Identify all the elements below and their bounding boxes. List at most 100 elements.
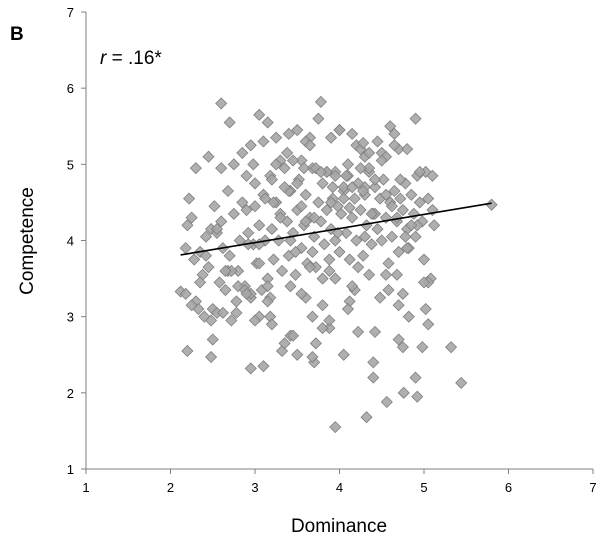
- data-point: [225, 314, 238, 327]
- data-point: [335, 207, 348, 220]
- data-point: [216, 306, 229, 319]
- data-point: [367, 371, 380, 384]
- y-tick-label: 3: [67, 310, 74, 325]
- data-point: [346, 181, 359, 194]
- data-point: [308, 211, 321, 224]
- data-point: [394, 173, 407, 186]
- x-tick-label: 7: [589, 480, 596, 495]
- data-point: [365, 238, 378, 251]
- data-point: [188, 253, 201, 266]
- correlation-annotation: r = .16*: [100, 48, 162, 69]
- data-point: [329, 169, 342, 182]
- data-point: [382, 257, 395, 270]
- data-point: [368, 325, 382, 338]
- data-point: [248, 177, 262, 190]
- data-point: [326, 181, 339, 194]
- data-point: [318, 238, 331, 251]
- data-point: [368, 173, 382, 186]
- data-point: [409, 230, 422, 243]
- data-point: [363, 146, 376, 159]
- x-tick-label: 5: [420, 480, 427, 495]
- data-point: [323, 264, 336, 278]
- data-point: [375, 234, 388, 247]
- data-point: [265, 318, 278, 331]
- data-point: [375, 154, 388, 167]
- data-point: [385, 200, 398, 213]
- data-point: [259, 192, 272, 205]
- data-point: [215, 97, 228, 110]
- data-point: [343, 201, 356, 214]
- data-point: [289, 245, 302, 258]
- data-point: [407, 207, 420, 220]
- data-point: [275, 264, 289, 278]
- data-point: [291, 123, 304, 137]
- data-point: [371, 135, 384, 148]
- data-point: [388, 184, 401, 198]
- data-point: [324, 131, 338, 144]
- data-point: [392, 299, 405, 312]
- data-point: [189, 162, 202, 175]
- data-point: [333, 123, 346, 137]
- data-point: [199, 249, 213, 262]
- data-point: [388, 139, 401, 152]
- data-point: [202, 150, 215, 163]
- data-point: [230, 306, 243, 319]
- data-point: [265, 173, 278, 186]
- data-point: [363, 268, 376, 281]
- data-point: [323, 314, 336, 327]
- data-point: [247, 158, 260, 171]
- data-point: [397, 386, 410, 399]
- data-point: [306, 310, 319, 323]
- data-point: [316, 177, 329, 190]
- data-point: [267, 253, 280, 266]
- data-point: [354, 203, 367, 217]
- data-point: [417, 253, 431, 266]
- data-point: [390, 268, 404, 281]
- data-point: [340, 169, 353, 182]
- data-point: [261, 295, 274, 308]
- data-point: [323, 253, 336, 266]
- data-point: [379, 188, 393, 201]
- data-point: [257, 360, 270, 373]
- data-point: [306, 245, 319, 258]
- y-tick-label: 5: [67, 157, 74, 172]
- data-point: [396, 287, 409, 300]
- data-point: [312, 112, 325, 125]
- data-point: [215, 162, 228, 175]
- data-point: [382, 283, 395, 297]
- data-point: [240, 203, 253, 217]
- data-point: [204, 314, 218, 327]
- data-point: [312, 196, 325, 209]
- data-point: [379, 268, 393, 281]
- data-point: [303, 139, 316, 152]
- data-point: [272, 234, 285, 247]
- data-point: [413, 165, 426, 179]
- data-point: [253, 257, 266, 270]
- y-tick-label: 2: [67, 386, 74, 401]
- data-point: [401, 143, 414, 156]
- data-point: [204, 350, 218, 364]
- data-point: [373, 291, 387, 304]
- trend-line: [180, 202, 492, 256]
- data-point: [392, 333, 405, 346]
- data-point: [297, 162, 311, 175]
- data-point: [416, 341, 429, 354]
- data-points: [174, 95, 498, 434]
- data-point: [352, 325, 365, 338]
- data-point: [219, 264, 232, 278]
- data-point: [444, 341, 458, 354]
- data-point: [223, 249, 236, 262]
- data-point: [409, 371, 422, 384]
- data-point: [329, 272, 342, 285]
- data-point: [385, 230, 398, 243]
- data-point: [346, 280, 359, 293]
- data-point: [357, 249, 370, 262]
- data-point: [248, 200, 262, 213]
- data-point: [253, 219, 266, 232]
- y-axis-title: Competence: [17, 187, 38, 295]
- data-point: [183, 192, 196, 205]
- data-point: [341, 158, 355, 171]
- x-tick-label: 6: [505, 480, 512, 495]
- data-point: [399, 230, 412, 243]
